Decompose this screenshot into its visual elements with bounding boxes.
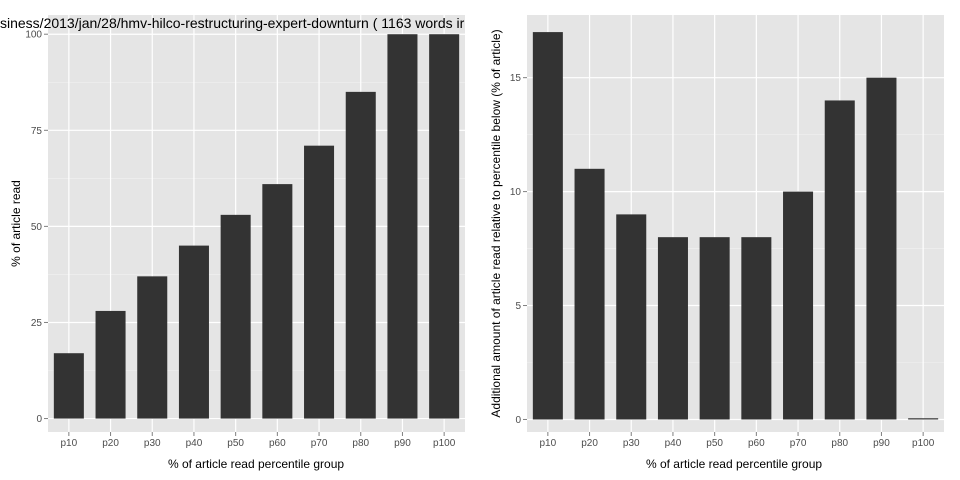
x-axis-title: % of article read percentile group [168,457,344,471]
x-tick-label: p30 [144,438,161,449]
bar-p50 [220,214,251,419]
x-axis-title: % of article read percentile group [646,457,822,471]
bar-p40 [657,237,688,420]
x-tick-label: p70 [311,438,328,449]
x-tick-label: p20 [102,438,119,449]
y-tick-label: 0 [515,415,521,426]
bar-p90 [866,77,897,420]
y-tick-label: 0 [36,414,42,425]
bar-p90 [387,34,418,419]
x-tick-label: p70 [790,438,807,449]
x-tick-label: p60 [748,438,765,449]
bar-p100 [908,418,939,420]
y-tick-label: 15 [510,73,522,84]
left-panel: 0 25 50 75 100 p10 p20 p30 p40 p50 p60 p70 p80 p90 p10… [9,15,465,471]
bar-p80 [345,91,376,419]
x-tick-label: p50 [706,438,723,449]
x-tick-label: p90 [394,438,411,449]
y-tick-label: 100 [25,30,42,41]
x-tick-label: p90 [873,438,890,449]
y-axis-title: % of article read [9,180,23,267]
right-panel: 0 5 10 15 p10 p20 p30 p40 p50 p60 p70 p80 p90 p100 % o… [489,15,944,471]
x-tick-label: p100 [912,438,935,449]
x-tick-label: p20 [581,438,598,449]
bar-p50 [699,237,730,420]
y-tick-label: 75 [31,126,43,137]
x-tick-label: p50 [227,438,244,449]
x-tick-label: p10 [540,438,557,449]
bar-p70 [304,145,335,419]
chart-title: siness/2013/jan/28/hmv-hilco-restructuri… [0,15,465,31]
x-tick-label: p80 [352,438,369,449]
y-axis-title: Additional amount of article read relati… [489,29,503,417]
x-tick-label: p60 [269,438,286,449]
y-tick-label: 25 [31,318,43,329]
bar-p100 [429,34,460,419]
bar-p30 [137,276,168,419]
y-tick-label: 5 [515,301,521,312]
x-tick-label: p80 [831,438,848,449]
x-tick-label: p100 [433,438,456,449]
x-tick-label: p40 [186,438,203,449]
bar-p10 [53,353,84,419]
bar-p70 [783,191,814,420]
bar-p40 [178,245,209,419]
bar-p10 [532,32,563,420]
bar-p60 [262,184,293,419]
bar-p80 [824,100,855,420]
y-tick-label: 10 [510,187,522,198]
bar-p20 [574,168,605,420]
y-tick-label: 50 [31,222,43,233]
x-tick-label: p30 [623,438,640,449]
bar-p30 [616,214,647,420]
bar-p60 [741,237,772,420]
x-tick-label: p40 [665,438,682,449]
x-tick-label: p10 [61,438,78,449]
bar-p20 [95,310,126,419]
